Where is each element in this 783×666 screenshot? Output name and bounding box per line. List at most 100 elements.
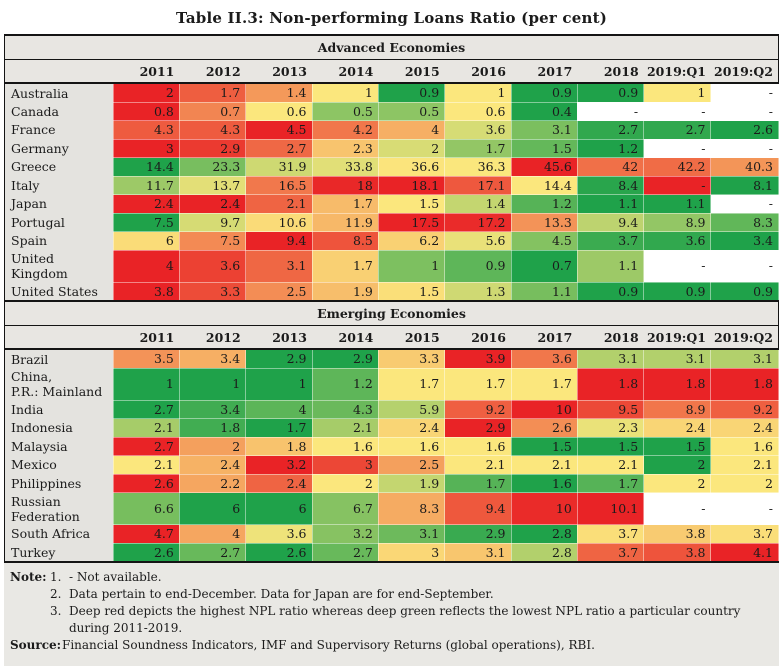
npl-value-cell: 1.8 bbox=[576, 367, 645, 401]
npl-value-cell: 3.1 bbox=[643, 348, 712, 369]
country-label: United Kingdom bbox=[4, 250, 114, 282]
npl-value-cell: 13.7 bbox=[178, 175, 247, 195]
npl-value-cell: 9.7 bbox=[178, 212, 247, 232]
table-row: China, P.R.: Mainland 1 1 1 1.2 1.7 1.7 1.7 1.8 1… bbox=[4, 367, 779, 401]
npl-value-cell: 1.1 bbox=[643, 194, 712, 214]
npl-value-cell: 4.3 bbox=[178, 120, 247, 140]
npl-value-cell: 1 bbox=[377, 249, 446, 283]
npl-value-cell: 2.4 bbox=[377, 418, 446, 438]
npl-value-cell: 0.9 bbox=[710, 281, 779, 302]
npl-value-cell: 4 bbox=[245, 399, 313, 419]
npl-value-cell: 3.1 bbox=[710, 348, 779, 369]
npl-value-cell: 2.6 bbox=[510, 418, 578, 438]
section-header: Emerging Economies bbox=[4, 300, 779, 326]
country-label: Indonesia bbox=[4, 418, 114, 437]
country-label: Spain bbox=[4, 231, 114, 250]
npl-value-cell: 4 bbox=[112, 249, 180, 283]
table-title: Table II.3: Non-performing Loans Ratio (… bbox=[175, 9, 608, 27]
npl-value-cell: 11.7 bbox=[112, 175, 180, 195]
table-row: Canada 0.8 0.7 0.6 0.5 0.5 0.6 0.4- - - bbox=[4, 101, 779, 121]
npl-value-cell: 0.5 bbox=[377, 101, 446, 121]
npl-value-cell: 2.4 bbox=[710, 418, 779, 438]
npl-value-cell: 2.1 bbox=[710, 455, 779, 475]
npl-value-cell: - bbox=[576, 101, 645, 121]
npl-value-cell: 0.9 bbox=[377, 82, 446, 103]
npl-value-cell: 7.5 bbox=[178, 231, 247, 251]
notes-area: Note: 1. - Not available. 2. Data pertai… bbox=[4, 563, 779, 666]
column-header-year: 2014 bbox=[312, 325, 379, 350]
npl-value-cell: 42 bbox=[576, 157, 645, 177]
npl-value-cell: 1.4 bbox=[444, 194, 512, 214]
npl-value-cell: 3.8 bbox=[643, 542, 712, 563]
npl-value-cell: 2.9 bbox=[311, 348, 379, 369]
npl-value-cell: 3.1 bbox=[576, 348, 645, 369]
npl-value-cell: - bbox=[643, 101, 712, 121]
table-row: Germany 3 2.9 2.7 2.3 2 1.7 1.5 1.2- - bbox=[4, 138, 779, 158]
npl-value-cell: 2.7 bbox=[112, 399, 180, 419]
npl-value-cell: 3.6 bbox=[444, 120, 512, 140]
npl-value-cell: 6.7 bbox=[311, 492, 379, 525]
npl-value-cell: 17.2 bbox=[444, 212, 512, 232]
npl-value-cell: 4.3 bbox=[311, 399, 379, 419]
npl-value-cell: - bbox=[710, 101, 779, 121]
npl-value-cell: 1.7 bbox=[178, 82, 247, 103]
section-header: Advanced Economies bbox=[4, 34, 779, 60]
npl-value-cell: 3 bbox=[311, 455, 379, 475]
npl-value-cell: 9.2 bbox=[710, 399, 779, 419]
npl-value-cell: 3 bbox=[112, 138, 180, 158]
npl-value-cell: 6.2 bbox=[377, 231, 446, 251]
npl-value-cell: 5.6 bbox=[444, 231, 512, 251]
npl-value-cell: 1.1 bbox=[510, 281, 578, 302]
npl-value-cell: 6 bbox=[112, 231, 180, 251]
npl-value-cell: 3.3 bbox=[377, 348, 446, 369]
npl-value-cell: 8.1 bbox=[710, 175, 779, 195]
table-row: Malaysia 2.7 2 1.8 1.6 1.6 1.6 1.5 1.5 1.5 1.6 bbox=[4, 436, 779, 456]
country-label: Greece bbox=[4, 157, 114, 176]
npl-value-cell: 0.6 bbox=[444, 101, 512, 121]
npl-value-cell: 3.1 bbox=[245, 249, 313, 283]
country-label: France bbox=[4, 120, 114, 139]
npl-value-cell: 0.6 bbox=[245, 101, 313, 121]
npl-value-cell: 1.5 bbox=[377, 194, 446, 214]
npl-value-cell: 1.8 bbox=[245, 436, 313, 456]
npl-value-cell: 31.9 bbox=[245, 157, 313, 177]
npl-value-cell: 6.6 bbox=[112, 492, 180, 525]
npl-value-cell: 42.2 bbox=[643, 157, 712, 177]
column-header-year: 2014 bbox=[312, 59, 379, 84]
npl-value-cell: 1 bbox=[112, 367, 180, 401]
npl-value-cell: 10.1 bbox=[576, 492, 645, 525]
column-header-year: 2015 bbox=[378, 325, 445, 350]
npl-value-cell: - bbox=[643, 249, 712, 283]
npl-value-cell: 3.1 bbox=[377, 524, 446, 544]
npl-value-cell: 1.7 bbox=[311, 194, 379, 214]
npl-value-cell: 4 bbox=[377, 120, 446, 140]
country-label: Russian Federation bbox=[4, 492, 114, 525]
column-header-year: 2013 bbox=[245, 59, 313, 84]
npl-value-cell: 2.5 bbox=[377, 455, 446, 475]
npl-value-cell: 10 bbox=[510, 492, 578, 525]
npl-value-cell: 1 bbox=[643, 82, 712, 103]
note-number: 2. bbox=[50, 587, 62, 601]
npl-value-cell: 3.1 bbox=[510, 120, 578, 140]
npl-value-cell: 1.7 bbox=[245, 418, 313, 438]
npl-value-cell: 1.6 bbox=[710, 436, 779, 456]
npl-value-cell: - bbox=[643, 138, 712, 158]
npl-value-cell: 1.5 bbox=[510, 138, 578, 158]
source-label: Source: bbox=[10, 638, 62, 652]
npl-value-cell: 3.4 bbox=[178, 348, 247, 369]
npl-heatmap-table: Advanced Economies 2011 2012 2013 2014 2015 20… bbox=[4, 34, 779, 563]
npl-value-cell: 1 bbox=[311, 82, 379, 103]
note-text: Data pertain to end-December. Data for J… bbox=[69, 587, 494, 601]
npl-value-cell: 4.7 bbox=[112, 524, 180, 544]
npl-value-cell: 5.9 bbox=[377, 399, 446, 419]
table-row: Turkey 2.6 2.7 2.6 2.7 3 3.1 2.8 3.7 3.8 4.1 bbox=[4, 542, 779, 563]
npl-value-cell: 0.8 bbox=[112, 101, 180, 121]
npl-value-cell: 9.4 bbox=[444, 492, 512, 525]
npl-value-cell: - bbox=[643, 492, 712, 525]
table-row: France 4.3 4.3 4.5 4.2 4 3.6 3.1 2.7 2.7 2.6 bbox=[4, 120, 779, 140]
note-label: Note: bbox=[10, 570, 47, 584]
country-label: United States bbox=[4, 282, 114, 302]
npl-value-cell: 3.3 bbox=[178, 281, 247, 302]
npl-value-cell: 2.3 bbox=[311, 138, 379, 158]
